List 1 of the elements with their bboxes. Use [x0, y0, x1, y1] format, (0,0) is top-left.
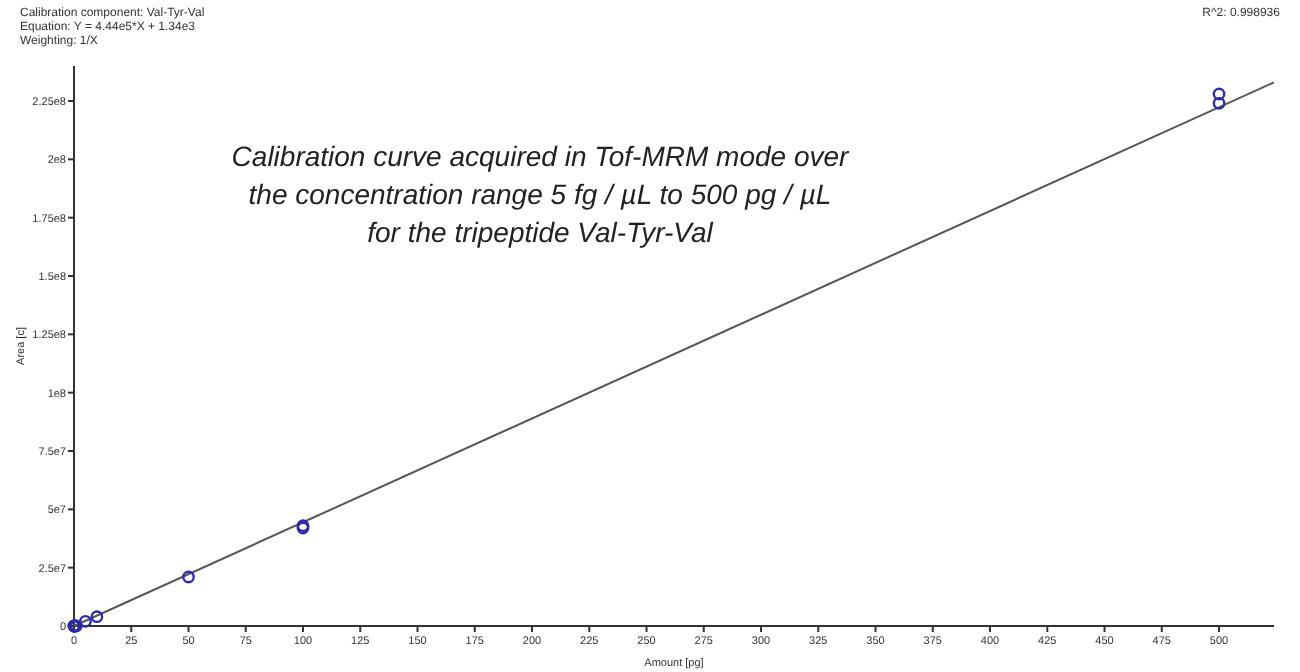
annotation: Calibration curve acquired in Tof-MRM mode over the concentration range 5 fg / µL to 500 pg / µL for the tripeptide Val-Tyr-Val	[231, 140, 852, 248]
